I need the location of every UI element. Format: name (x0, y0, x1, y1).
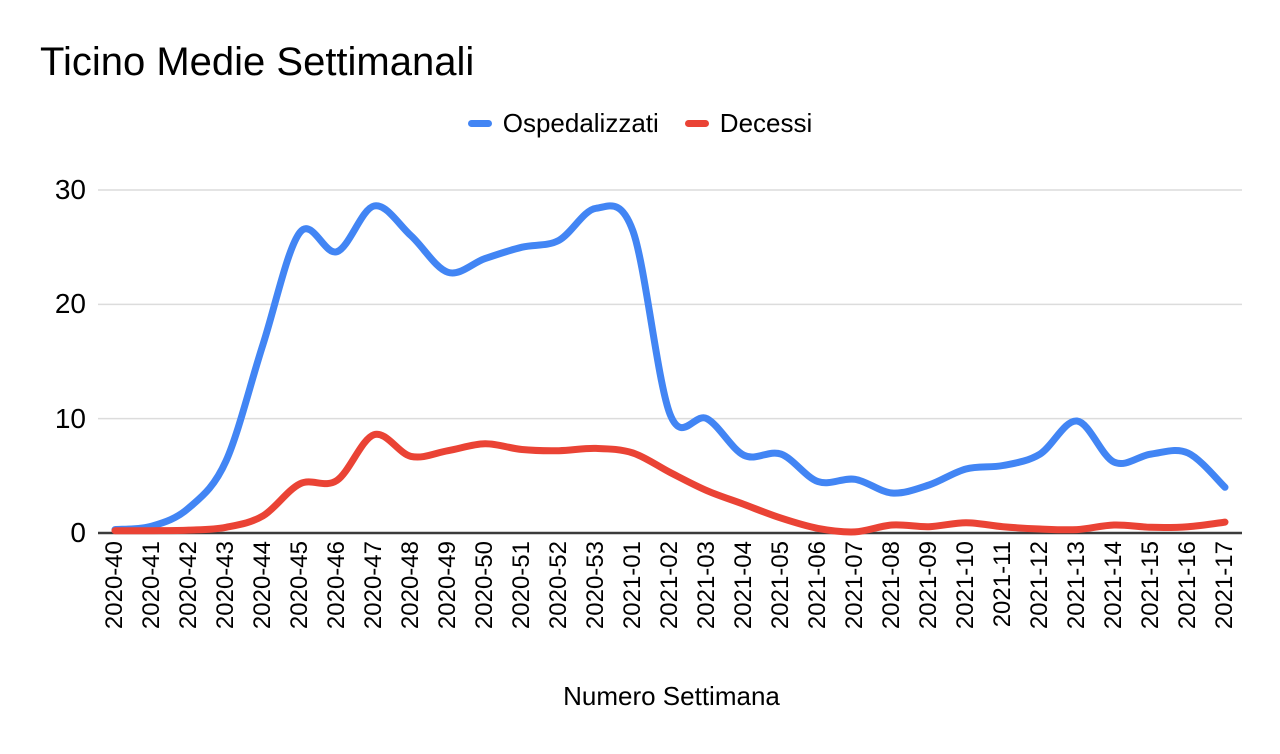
x-tick-label: 2021-01 (619, 541, 646, 630)
x-tick-label: 2020-50 (471, 541, 498, 630)
legend-label: Decessi (719, 108, 813, 138)
x-tick-label: 2020-40 (101, 541, 128, 630)
x-tick-label: 2021-07 (841, 541, 868, 630)
x-tick-label: 2020-42 (175, 541, 202, 630)
y-tick-label: 10 (54, 402, 86, 434)
x-tick-label: 2021-09 (915, 541, 942, 630)
legend-item-ospedalizzati[interactable]: Ospedalizzati (467, 108, 659, 139)
legend-swatch-decessi (684, 120, 709, 127)
legend-swatch-ospedalizzati (467, 120, 492, 127)
y-tick-label: 20 (54, 288, 86, 320)
x-tick-label: 2021-11 (989, 541, 1016, 628)
x-tick-label: 2020-44 (249, 541, 276, 630)
x-tick-label: 2021-12 (1026, 541, 1053, 630)
chart-title: Ticino Medie Settimanali (40, 40, 475, 84)
legend: Ospedalizzati Decessi (0, 108, 1280, 139)
y-tick-label: 30 (54, 174, 86, 205)
x-tick-label: 2020-52 (545, 541, 572, 630)
x-tick-label: 2021-08 (878, 541, 905, 630)
x-tick-label: 2021-03 (693, 541, 720, 630)
legend-label: Ospedalizzati (502, 108, 659, 138)
x-tick-label: 2021-06 (804, 541, 831, 630)
x-tick-label: 2021-16 (1174, 541, 1201, 630)
x-tick-label: 2021-15 (1137, 541, 1164, 630)
series-line-decessi[interactable] (111, 430, 1229, 536)
x-tick-label: 2020-43 (212, 541, 239, 630)
x-tick-label: 2020-46 (323, 541, 350, 630)
x-tick-label: 2021-14 (1100, 541, 1127, 630)
x-tick-label: 2020-47 (360, 541, 387, 630)
x-axis-title: Numero Settimana (563, 681, 780, 711)
x-tick-label: 2021-02 (656, 541, 683, 630)
x-tick-label: 2021-04 (730, 541, 757, 630)
legend-item-decessi[interactable]: Decessi (684, 108, 813, 139)
x-tick-label: 2021-17 (1211, 541, 1238, 630)
x-tick-label: 2021-10 (952, 541, 979, 630)
x-tick-label: 2021-05 (767, 541, 794, 630)
x-tick-label: 2021-13 (1063, 541, 1090, 630)
x-tick-label: 2020-41 (138, 541, 165, 630)
x-tick-label: 2020-48 (397, 541, 424, 630)
x-tick-label: 2020-49 (434, 541, 461, 630)
series-line-ospedalizzati[interactable] (111, 202, 1229, 534)
x-tick-label: 2020-53 (582, 541, 609, 630)
y-tick-label: 0 (70, 517, 86, 548)
x-tick-label: 2020-45 (286, 541, 313, 630)
x-tick-label: 2020-51 (508, 541, 535, 630)
